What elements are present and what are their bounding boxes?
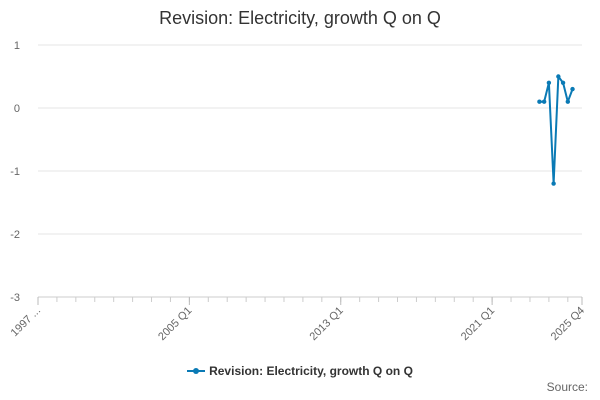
y-tick-label: -1 [10,166,20,178]
x-tick-label: 2005 Q1 [156,305,194,343]
data-point [570,86,575,92]
legend-swatch-icon [187,364,206,378]
y-tick-label: 1 [14,40,20,52]
data-point [546,80,552,86]
data-point [541,99,547,104]
data-point [560,80,566,86]
x-tick-label: 2013 Q1 [308,305,346,343]
y-tick-label: -3 [10,292,20,304]
x-tick-label: 2025 Q4 [549,305,587,343]
source-label: Source: [546,380,588,394]
legend[interactable]: Revision: Electricity, growth Q on Q [0,364,600,378]
data-point [565,99,571,104]
data-point [556,74,561,79]
legend-label: Revision: Electricity, growth Q on Q [209,364,413,378]
data-point [537,99,542,104]
series-line [539,75,574,185]
chart-title: Revision: Electricity, growth Q on Q [159,8,441,28]
x-tick-label: 1997 ... [9,305,43,339]
data-point [551,181,556,186]
series-layer [537,74,575,186]
y-tick-label: -2 [10,229,20,241]
grid-layer [38,44,582,235]
x-tick-label: 2021 Q1 [459,305,497,343]
y-tick-label: 0 [14,103,20,115]
